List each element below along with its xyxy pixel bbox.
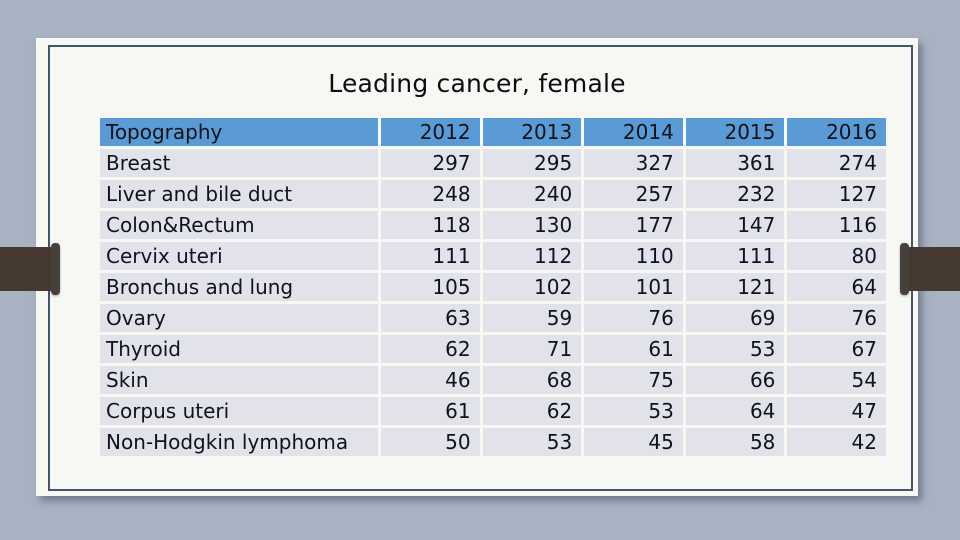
- row-label: Thyroid: [100, 335, 378, 363]
- column-header-year: 2012: [381, 118, 480, 146]
- column-header-year: 2013: [482, 118, 582, 146]
- column-header-year: 2016: [787, 118, 886, 146]
- table-cell: 68: [482, 366, 582, 394]
- right-accent-bar-cap: [900, 243, 909, 295]
- table-cell: 59: [482, 304, 582, 332]
- table-cell: 62: [482, 397, 582, 425]
- table-cell: 69: [685, 304, 785, 332]
- table-cell: 110: [584, 242, 683, 270]
- table-cell: 46: [381, 366, 480, 394]
- right-accent-bar: [900, 243, 960, 295]
- table-cell: 111: [381, 242, 480, 270]
- column-header-year: 2014: [584, 118, 683, 146]
- row-label: Breast: [100, 149, 378, 177]
- table-cell: 53: [584, 397, 683, 425]
- table-cell: 54: [787, 366, 886, 394]
- table-cell: 116: [787, 211, 886, 239]
- table-cell: 61: [381, 397, 480, 425]
- table-cell: 248: [381, 180, 480, 208]
- cancer-table: Topography 2012 2013 2014 2015 2016 Breast 297 2…: [100, 118, 886, 456]
- table-cell: 67: [787, 335, 886, 363]
- table-cell: 66: [685, 366, 785, 394]
- table-cell: 80: [787, 242, 886, 270]
- table-cell: 47: [787, 397, 886, 425]
- table-cell: 147: [685, 211, 785, 239]
- row-label: Liver and bile duct: [100, 180, 378, 208]
- table-cell: 61: [584, 335, 683, 363]
- row-label: Cervix uteri: [100, 242, 378, 270]
- table-cell: 112: [482, 242, 582, 270]
- table-cell: 361: [685, 149, 785, 177]
- table-cell: 118: [381, 211, 480, 239]
- row-label: Bronchus and lung: [100, 273, 378, 301]
- table-cell: 76: [787, 304, 886, 332]
- left-accent-bar-cap: [51, 243, 60, 295]
- table-cell: 111: [685, 242, 785, 270]
- table-cell: 42: [787, 428, 886, 456]
- row-label: Corpus uteri: [100, 397, 378, 425]
- table-cell: 71: [482, 335, 582, 363]
- table-cell: 105: [381, 273, 480, 301]
- row-label: Non-Hodgkin lymphoma: [100, 428, 378, 456]
- column-header-topography: Topography: [100, 118, 378, 146]
- table-cell: 130: [482, 211, 582, 239]
- table-cell: 53: [482, 428, 582, 456]
- table-cell: 240: [482, 180, 582, 208]
- table-cell: 274: [787, 149, 886, 177]
- table-cell: 177: [584, 211, 683, 239]
- table-cell: 295: [482, 149, 582, 177]
- table-cell: 232: [685, 180, 785, 208]
- table-cell: 127: [787, 180, 886, 208]
- table-cell: 58: [685, 428, 785, 456]
- row-label: Skin: [100, 366, 378, 394]
- table-cell: 121: [685, 273, 785, 301]
- table-cell: 102: [482, 273, 582, 301]
- table-cell: 257: [584, 180, 683, 208]
- table-cell: 76: [584, 304, 683, 332]
- slide: Leading cancer, female Topography 2012 201…: [36, 38, 918, 496]
- slide-title: Leading cancer, female: [328, 69, 626, 98]
- table-cell: 101: [584, 273, 683, 301]
- row-label: Colon&Rectum: [100, 211, 378, 239]
- table-cell: 63: [381, 304, 480, 332]
- table-cell: 45: [584, 428, 683, 456]
- table-cell: 64: [685, 397, 785, 425]
- column-header-year: 2015: [685, 118, 785, 146]
- table-cell: 50: [381, 428, 480, 456]
- table-cell: 75: [584, 366, 683, 394]
- table-cell: 297: [381, 149, 480, 177]
- row-label: Ovary: [100, 304, 378, 332]
- table-cell: 53: [685, 335, 785, 363]
- table-cell: 62: [381, 335, 480, 363]
- table-cell: 64: [787, 273, 886, 301]
- table-cell: 327: [584, 149, 683, 177]
- left-accent-bar: [0, 243, 60, 295]
